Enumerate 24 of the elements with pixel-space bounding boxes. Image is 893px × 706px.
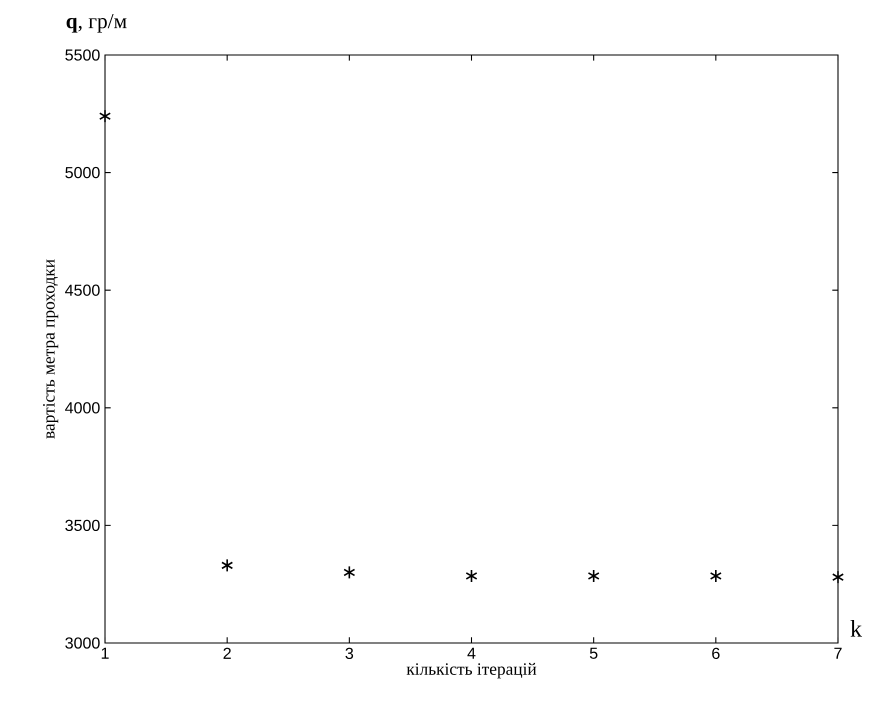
x-tick-label: 6 bbox=[712, 648, 720, 660]
point bbox=[221, 558, 234, 572]
point bbox=[832, 570, 844, 584]
x-tick-label: 4 bbox=[467, 648, 476, 659]
text: q, гр/м bbox=[66, 14, 127, 33]
x-axis-title: кількість ітерацій bbox=[406, 662, 536, 678]
y-tick-label: 4000 bbox=[65, 402, 100, 414]
point bbox=[343, 566, 356, 580]
y-tick-label: 5500 bbox=[65, 49, 100, 61]
point bbox=[588, 569, 600, 583]
point bbox=[466, 569, 478, 583]
y-tick-label: 3000 bbox=[65, 637, 100, 649]
x-tick-label: 5 bbox=[590, 648, 598, 659]
point bbox=[710, 569, 722, 583]
y-tick-label: 4500 bbox=[65, 284, 100, 296]
x-tick-label: 3 bbox=[345, 648, 354, 660]
text: k bbox=[850, 620, 862, 637]
x-tick-label: 1 bbox=[102, 648, 109, 659]
y-tick-label: 3500 bbox=[65, 520, 100, 532]
y-axis-title: вартість метра проходки bbox=[43, 259, 58, 439]
point bbox=[99, 109, 112, 123]
y-tick-label: 5000 bbox=[65, 166, 100, 178]
x-tick-label: 2 bbox=[224, 648, 231, 659]
x-tick-label: 7 bbox=[834, 648, 842, 659]
